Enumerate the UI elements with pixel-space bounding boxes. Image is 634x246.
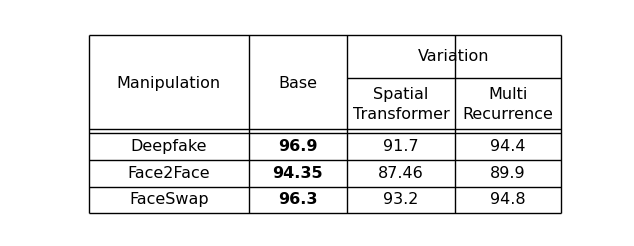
Text: Base: Base [278, 76, 318, 91]
Text: Spatial
Transformer: Spatial Transformer [353, 87, 450, 122]
Text: 89.9: 89.9 [490, 166, 526, 181]
Text: Variation: Variation [418, 49, 489, 64]
Text: 93.2: 93.2 [384, 192, 419, 207]
Text: 94.4: 94.4 [490, 139, 526, 154]
Text: 96.3: 96.3 [278, 192, 318, 207]
Text: 94.35: 94.35 [273, 166, 323, 181]
Text: 96.9: 96.9 [278, 139, 318, 154]
Text: Face2Face: Face2Face [127, 166, 210, 181]
Text: Manipulation: Manipulation [117, 76, 221, 91]
Text: FaceSwap: FaceSwap [129, 192, 209, 207]
Text: 91.7: 91.7 [384, 139, 419, 154]
Text: Multi
Recurrence: Multi Recurrence [463, 87, 553, 122]
Text: Deepfake: Deepfake [131, 139, 207, 154]
Text: 87.46: 87.46 [378, 166, 424, 181]
Text: 94.8: 94.8 [490, 192, 526, 207]
